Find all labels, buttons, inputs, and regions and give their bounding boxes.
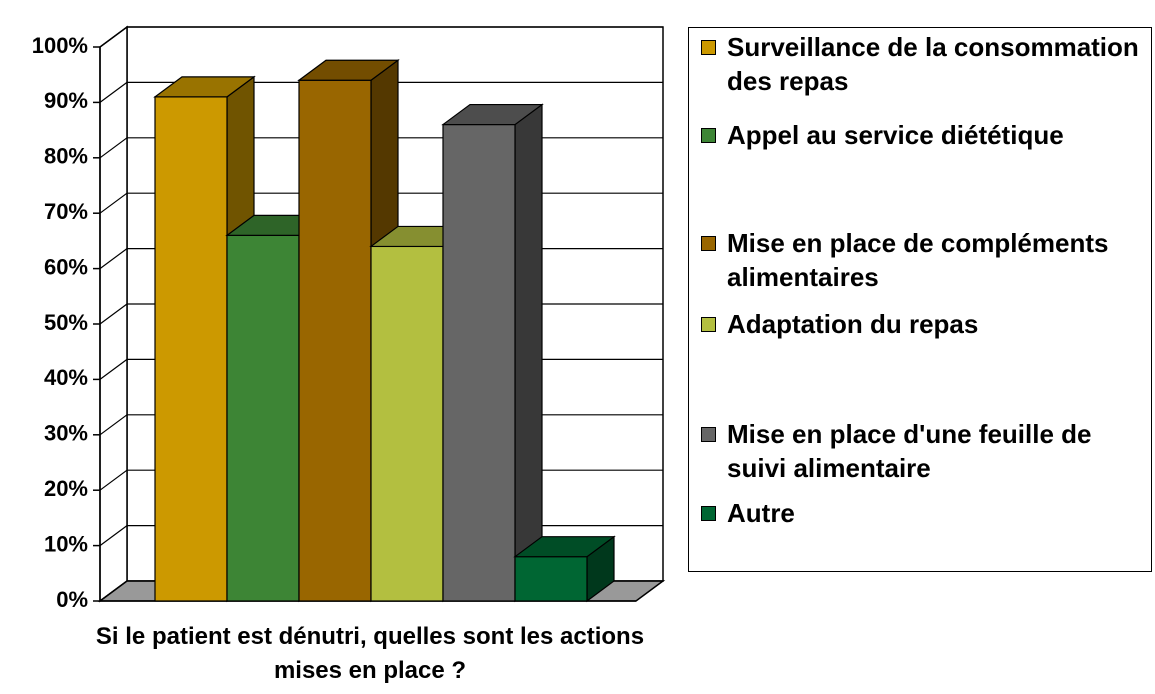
bar <box>370 245 444 602</box>
y-tick-label: 60% <box>44 254 88 279</box>
bar-top <box>513 536 616 558</box>
y-tick-label: 80% <box>44 144 88 169</box>
grid-line <box>99 26 663 48</box>
legend-swatch <box>701 128 716 143</box>
legend-swatch <box>701 317 716 332</box>
legend-item: Appel au service diététique <box>701 118 1151 152</box>
bar <box>154 96 228 602</box>
legend-swatch <box>701 236 716 251</box>
bar <box>226 234 300 602</box>
legend-swatch <box>701 427 716 442</box>
grid-line <box>99 81 663 103</box>
y-tick-label: 90% <box>44 88 88 113</box>
legend-item: Mise en place de compléments alimentaire… <box>701 226 1151 294</box>
bar-top <box>297 59 400 81</box>
legend-label: Appel au service diététique <box>727 120 1064 150</box>
legend-item: Autre <box>701 496 1151 530</box>
legend-item: Mise en place d'une feuille de suivi ali… <box>701 417 1151 485</box>
y-tick-label: 70% <box>44 199 88 224</box>
y-tick-label: 30% <box>44 421 88 446</box>
y-tick-label: 10% <box>44 531 88 556</box>
legend-label: Mise en place de compléments alimentaire… <box>727 228 1109 292</box>
y-tick-label: 100% <box>32 33 88 58</box>
legend-swatch <box>701 506 716 521</box>
legend-item: Surveillance de la consommation des repa… <box>701 30 1151 98</box>
legend-label: Adaptation du repas <box>727 309 979 339</box>
bar <box>442 123 516 602</box>
y-tick-label: 50% <box>44 310 88 335</box>
bar-side <box>514 103 543 603</box>
y-tick-label: 20% <box>44 476 88 501</box>
bar <box>514 556 588 602</box>
y-tick-label: 40% <box>44 365 88 390</box>
legend-label: Mise en place d'une feuille de suivi ali… <box>727 419 1092 483</box>
legend: Surveillance de la consommation des repa… <box>688 27 1152 572</box>
legend-item: Adaptation du repas <box>701 307 1151 341</box>
legend-label: Surveillance de la consommation des repa… <box>727 32 1139 96</box>
legend-label: Autre <box>727 498 795 528</box>
x-axis-label: Si le patient est dénutri, quelles sont … <box>95 623 645 684</box>
bar-top <box>153 76 256 98</box>
y-tick-label: 0% <box>56 587 88 612</box>
legend-swatch <box>701 40 716 55</box>
bar-top <box>441 103 544 126</box>
bar <box>298 79 372 602</box>
